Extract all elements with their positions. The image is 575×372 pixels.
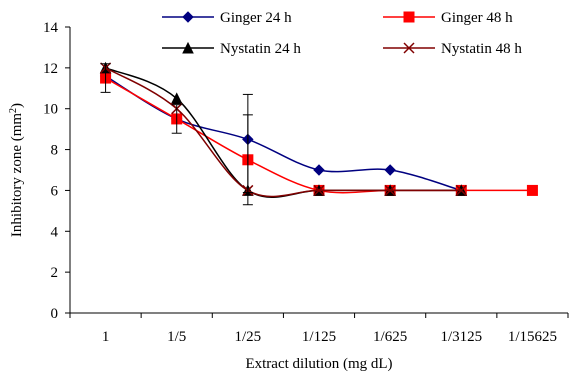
y-tick-label: 4 xyxy=(51,224,59,240)
data-point xyxy=(384,164,396,176)
legend: Ginger 24 h Ginger 48 h Nystatin 24 h Nysta… xyxy=(162,10,522,57)
legend-item: Nystatin 48 h xyxy=(383,41,522,57)
x-tick-label: 1/125 xyxy=(302,329,336,345)
marker-stroke xyxy=(455,184,467,196)
legend-label: Ginger 48 h xyxy=(441,10,513,26)
x-axis-title: Extract dilution (mg dL) xyxy=(245,356,392,372)
data-point xyxy=(170,92,183,104)
legend-item: Ginger 48 h xyxy=(383,10,513,26)
x-tick-label: 1/3125 xyxy=(440,329,482,345)
series-nystatin-48-h xyxy=(100,62,467,198)
marker-stroke xyxy=(403,42,415,54)
x-tick-label: 1/25 xyxy=(235,329,262,345)
data-point xyxy=(455,184,467,196)
legend-label: Nystatin 24 h xyxy=(220,41,301,57)
marker-stroke xyxy=(384,184,396,196)
legend-label: Ginger 24 h xyxy=(220,10,292,26)
legend-item: Ginger 24 h xyxy=(162,10,292,26)
y-axis-title-tail: ) xyxy=(9,103,25,108)
legend-marker xyxy=(403,42,415,54)
legend-item: Nystatin 24 h xyxy=(162,41,301,57)
error-bars xyxy=(100,63,253,206)
data-point xyxy=(384,184,396,196)
series-line xyxy=(105,75,462,192)
series-line xyxy=(105,67,462,198)
y-tick-label: 14 xyxy=(43,20,59,36)
legend-marker xyxy=(403,11,415,23)
y-tick-label: 2 xyxy=(51,265,59,281)
series-layer xyxy=(99,61,538,198)
x-tick-label: 1/15625 xyxy=(508,329,557,345)
y-tick-label: 12 xyxy=(43,61,58,77)
marker-stroke xyxy=(313,184,325,196)
legend-label: Nystatin 48 h xyxy=(441,41,522,57)
y-tick-label: 6 xyxy=(51,183,59,199)
data-point xyxy=(313,184,325,196)
y-axis-ticks: 0 2 4 6 8 10 12 14 xyxy=(43,20,70,322)
x-tick-label: 1/5 xyxy=(167,329,186,345)
y-tick-label: 10 xyxy=(43,102,58,118)
y-tick-label: 0 xyxy=(51,306,59,322)
error-bar xyxy=(100,63,111,93)
x-tick-label: 1/625 xyxy=(373,329,407,345)
legend-marker xyxy=(182,41,194,54)
error-bar xyxy=(171,104,182,134)
y-axis-title-main: Inhibitory zone (mm xyxy=(9,113,25,237)
error-bar xyxy=(242,114,253,193)
y-axis-title: Inhibitory zone (mm2) xyxy=(8,103,26,237)
data-point xyxy=(313,164,325,176)
x-tick-label: 1 xyxy=(102,329,110,345)
series-ginger-24-h xyxy=(99,70,467,197)
y-tick-label: 8 xyxy=(51,143,59,159)
y-axis-title-superscript: 2 xyxy=(8,108,19,113)
data-point xyxy=(526,184,538,196)
x-axis-ticks: 1 1/5 1/25 1/125 1/625 1/3125 1/15625 xyxy=(69,313,569,345)
legend-marker xyxy=(182,11,194,23)
